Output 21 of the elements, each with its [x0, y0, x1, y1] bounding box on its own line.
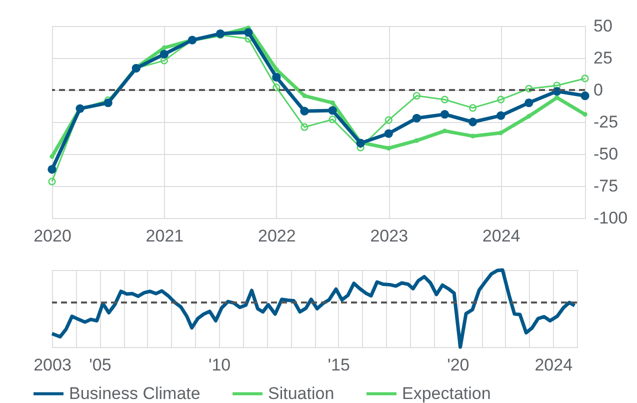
y-tick-label: 50	[594, 16, 612, 36]
x-tick-label: 2024	[482, 226, 520, 246]
x-tick-label: 2020	[34, 226, 72, 246]
legend-label: Expectation	[402, 384, 491, 403]
x-tick-label: '05	[89, 356, 112, 374]
x-tick-label: 2021	[146, 226, 184, 246]
x-tick-label: '10	[208, 356, 231, 374]
y-tick-label: -50	[594, 144, 618, 164]
y-tick-label: 25	[594, 48, 612, 68]
x-tick-label: 2003	[34, 356, 72, 374]
y-tick-label: 0	[594, 80, 603, 100]
y-tick-label: -75	[594, 176, 618, 196]
y-tick-label: -100	[594, 208, 628, 228]
x-tick-label: 2023	[370, 226, 408, 246]
x-tick-label: 2022	[258, 226, 296, 246]
x-tick-label: '15	[328, 356, 350, 374]
legend-label: Situation	[268, 384, 334, 403]
y-tick-label: -25	[594, 112, 618, 132]
x-tick-label: '20	[447, 356, 470, 374]
legend-label: Business Climate	[69, 384, 200, 403]
x-tick-label: 2024	[534, 356, 573, 374]
